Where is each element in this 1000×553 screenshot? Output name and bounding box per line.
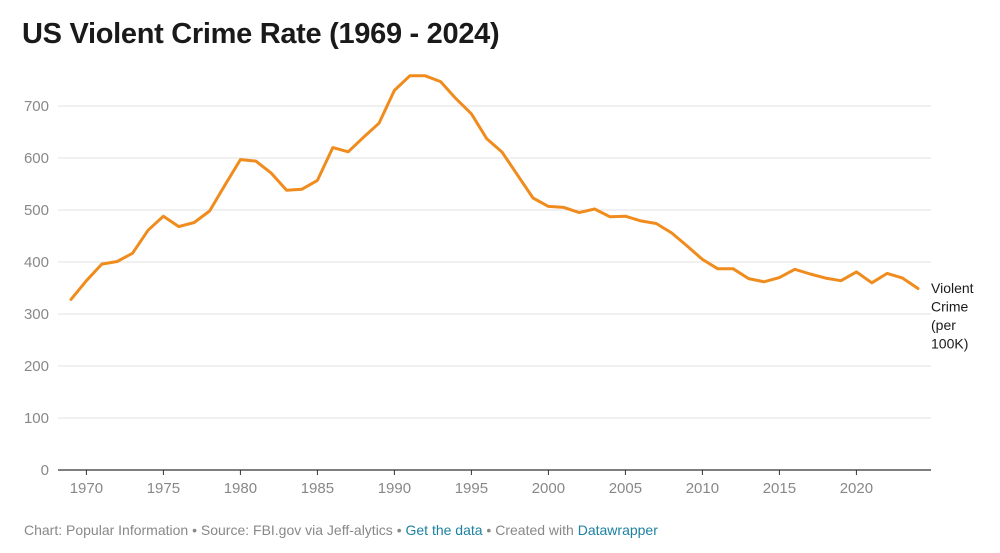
x-axis-ticks: 1970 1975 1980 1985 1990 1995 2000 2005 2010 2015… — [70, 470, 873, 497]
data-point-1987 — [346, 150, 350, 154]
data-point-2009 — [685, 244, 689, 248]
data-point-1992 — [423, 74, 427, 78]
data-point-1990 — [392, 88, 396, 92]
data-point-1969 — [69, 297, 73, 301]
data-point-2010 — [700, 257, 704, 261]
data-point-1974 — [146, 228, 150, 232]
data-point-2002 — [577, 211, 581, 215]
x-tick-label-1995: 1995 — [455, 480, 488, 497]
data-point-1995 — [469, 112, 473, 116]
data-point-1973 — [131, 251, 135, 255]
data-point-1985 — [315, 178, 319, 182]
footer-created-with: • Created with — [482, 522, 578, 538]
data-point-1994 — [454, 97, 458, 101]
data-point-1989 — [377, 121, 381, 125]
y-tick-label-400: 400 — [24, 254, 49, 271]
series-line-violent-crime — [69, 74, 920, 301]
data-point-1975 — [161, 214, 165, 218]
x-tick-label-1970: 1970 — [70, 480, 103, 497]
data-point-2007 — [654, 222, 658, 226]
data-point-2011 — [716, 267, 720, 271]
x-tick-label-2015: 2015 — [763, 480, 796, 497]
datawrapper-link[interactable]: Datawrapper — [577, 522, 658, 538]
x-tick-label-1985: 1985 — [301, 480, 334, 497]
y-tick-label-500: 500 — [24, 202, 49, 219]
data-point-1996 — [485, 137, 489, 141]
data-point-2016 — [793, 267, 797, 271]
data-point-1991 — [408, 74, 412, 78]
data-point-2000 — [546, 204, 550, 208]
data-point-2003 — [593, 207, 597, 211]
data-point-1970 — [84, 279, 88, 283]
data-point-1971 — [100, 262, 104, 266]
y-tick-label-600: 600 — [24, 150, 49, 167]
data-point-1972 — [115, 260, 119, 264]
data-point-1986 — [331, 146, 335, 150]
chart-footer: Chart: Popular Information • Source: FBI… — [24, 522, 658, 538]
series-label-violent-crime: Violent Crime (per 100K) — [931, 280, 974, 352]
y-axis-ticks: 0 100 200 300 400 500 600 700 — [24, 98, 49, 479]
data-point-2024 — [916, 287, 920, 291]
data-point-1979 — [223, 183, 227, 187]
data-point-2015 — [777, 276, 781, 280]
data-point-1984 — [300, 187, 304, 191]
data-point-2020 — [854, 270, 858, 274]
data-point-2019 — [839, 279, 843, 283]
data-point-1988 — [362, 135, 366, 139]
data-point-2013 — [747, 277, 751, 281]
data-point-1981 — [254, 159, 258, 163]
data-point-1978 — [208, 209, 212, 213]
data-point-1997 — [500, 150, 504, 154]
get-the-data-link[interactable]: Get the data — [405, 522, 483, 538]
chart-title: US Violent Crime Rate (1969 - 2024) — [22, 18, 500, 50]
y-tick-label-100: 100 — [24, 410, 49, 427]
data-point-1998 — [516, 173, 520, 177]
data-point-2012 — [731, 267, 735, 271]
data-point-1977 — [192, 221, 196, 225]
x-tick-label-1990: 1990 — [378, 480, 411, 497]
data-point-2018 — [824, 276, 828, 280]
x-tick-label-2010: 2010 — [686, 480, 719, 497]
data-point-2017 — [808, 272, 812, 276]
y-tick-label-0: 0 — [41, 462, 49, 479]
data-point-1983 — [285, 188, 289, 192]
data-point-2005 — [623, 214, 627, 218]
y-tick-label-700: 700 — [24, 98, 49, 115]
data-point-1980 — [238, 158, 242, 162]
data-point-2004 — [608, 215, 612, 219]
data-point-2021 — [870, 281, 874, 285]
data-point-2014 — [762, 280, 766, 284]
data-point-1999 — [531, 196, 535, 200]
x-tick-label-1975: 1975 — [147, 480, 180, 497]
x-tick-label-2000: 2000 — [532, 480, 565, 497]
series-points — [69, 74, 920, 302]
y-tick-label-300: 300 — [24, 306, 49, 323]
x-tick-label-2005: 2005 — [609, 480, 642, 497]
data-point-1993 — [439, 80, 443, 84]
x-tick-label-1980: 1980 — [224, 480, 257, 497]
data-point-2022 — [885, 271, 889, 275]
data-point-2006 — [639, 219, 643, 223]
footer-source-text: Chart: Popular Information • Source: FBI… — [24, 522, 406, 538]
x-tick-label-2020: 2020 — [840, 480, 873, 497]
gridlines — [58, 105, 931, 419]
data-point-2008 — [670, 231, 674, 235]
data-point-1976 — [177, 225, 181, 229]
data-point-2023 — [901, 276, 905, 280]
y-tick-label-200: 200 — [24, 358, 49, 375]
data-point-2001 — [562, 205, 566, 209]
data-point-1982 — [269, 171, 273, 175]
